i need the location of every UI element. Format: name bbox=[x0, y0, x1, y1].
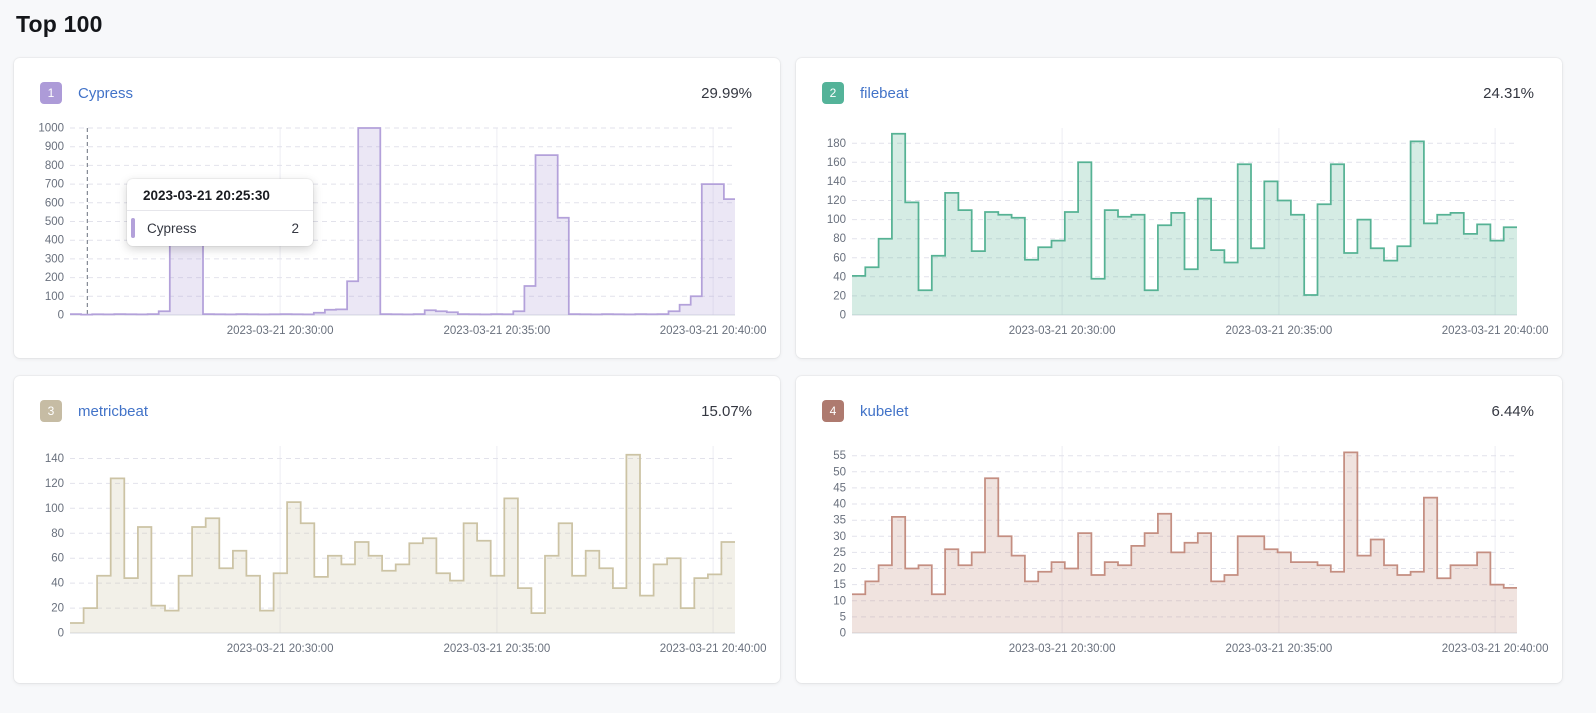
panel-header: 1 Cypress 29.99% bbox=[14, 58, 780, 104]
svg-text:35: 35 bbox=[833, 515, 846, 527]
page-title: Top 100 bbox=[16, 11, 103, 37]
svg-text:45: 45 bbox=[833, 482, 846, 494]
svg-text:10: 10 bbox=[833, 595, 846, 607]
tooltip-series-row: Cypress 2 bbox=[127, 211, 313, 246]
series-color-bar bbox=[131, 218, 135, 238]
svg-text:20: 20 bbox=[833, 563, 846, 575]
panel-header: 4 kubelet 6.44% bbox=[796, 376, 1562, 422]
panel-header: 3 metricbeat 15.07% bbox=[14, 376, 780, 422]
series-link[interactable]: kubelet bbox=[860, 402, 909, 420]
svg-text:700: 700 bbox=[45, 179, 64, 191]
svg-text:25: 25 bbox=[833, 547, 846, 559]
svg-text:15: 15 bbox=[833, 579, 846, 591]
rank-badge: 4 bbox=[822, 400, 844, 422]
series-link[interactable]: Cypress bbox=[78, 84, 134, 102]
area-chart[interactable]: 0 5 10 15 20 25 30 35 40 45 50 55 2023-03-21 20:30:0… bbox=[806, 434, 1556, 666]
svg-text:5: 5 bbox=[840, 611, 846, 623]
svg-text:80: 80 bbox=[833, 233, 846, 245]
rank-badge: 1 bbox=[40, 82, 62, 104]
svg-text:2023-03-21 20:40:00: 2023-03-21 20:40:00 bbox=[660, 325, 767, 337]
svg-text:300: 300 bbox=[45, 253, 64, 265]
panel-grid: 1 Cypress 29.99% 0 100 200 300 400 500 600 700 8… bbox=[0, 38, 1596, 683]
svg-text:600: 600 bbox=[45, 197, 64, 209]
svg-text:500: 500 bbox=[45, 216, 64, 228]
svg-text:2023-03-21 20:35:00: 2023-03-21 20:35:00 bbox=[1226, 325, 1333, 337]
tooltip-timestamp: 2023-03-21 20:25:30 bbox=[127, 179, 313, 211]
svg-text:80: 80 bbox=[51, 528, 64, 540]
svg-text:0: 0 bbox=[58, 628, 64, 640]
svg-text:40: 40 bbox=[833, 499, 846, 511]
svg-text:40: 40 bbox=[833, 271, 846, 283]
panel-filebeat: 2 filebeat 24.31% 0 20 40 60 80 100 120 140 160 1… bbox=[796, 58, 1562, 358]
percent-value: 24.31% bbox=[1483, 84, 1534, 102]
svg-text:2023-03-21 20:40:00: 2023-03-21 20:40:00 bbox=[1442, 643, 1549, 655]
svg-text:100: 100 bbox=[45, 291, 64, 303]
tooltip-series-name: Cypress bbox=[147, 220, 197, 236]
percent-value: 15.07% bbox=[701, 402, 752, 420]
svg-text:100: 100 bbox=[45, 503, 64, 515]
svg-text:120: 120 bbox=[827, 195, 846, 207]
svg-text:50: 50 bbox=[833, 466, 846, 478]
svg-text:120: 120 bbox=[45, 478, 64, 490]
svg-text:2023-03-21 20:40:00: 2023-03-21 20:40:00 bbox=[660, 643, 767, 655]
svg-text:140: 140 bbox=[45, 453, 64, 465]
svg-text:2023-03-21 20:30:00: 2023-03-21 20:30:00 bbox=[1009, 325, 1116, 337]
svg-text:100: 100 bbox=[827, 214, 846, 226]
svg-text:2023-03-21 20:35:00: 2023-03-21 20:35:00 bbox=[1226, 643, 1333, 655]
svg-text:40: 40 bbox=[51, 578, 64, 590]
svg-text:30: 30 bbox=[833, 531, 846, 543]
svg-text:200: 200 bbox=[45, 272, 64, 284]
percent-value: 6.44% bbox=[1491, 402, 1534, 420]
panel-metricbeat: 3 metricbeat 15.07% 0 20 40 60 80 100 120 140 20… bbox=[14, 376, 780, 683]
svg-text:2023-03-21 20:35:00: 2023-03-21 20:35:00 bbox=[444, 643, 551, 655]
svg-text:2023-03-21 20:35:00: 2023-03-21 20:35:00 bbox=[444, 325, 551, 337]
svg-text:180: 180 bbox=[827, 138, 846, 150]
svg-text:900: 900 bbox=[45, 141, 64, 153]
svg-text:140: 140 bbox=[827, 176, 846, 188]
rank-badge: 3 bbox=[40, 400, 62, 422]
percent-value: 29.99% bbox=[701, 84, 752, 102]
svg-text:800: 800 bbox=[45, 160, 64, 172]
svg-text:0: 0 bbox=[840, 310, 846, 322]
area-chart[interactable]: 0 20 40 60 80 100 120 140 160 180 2023-03-21 20:30… bbox=[806, 116, 1556, 348]
svg-text:60: 60 bbox=[833, 252, 846, 264]
svg-text:0: 0 bbox=[840, 628, 846, 640]
tooltip-value: 2 bbox=[291, 220, 299, 236]
svg-text:2023-03-21 20:30:00: 2023-03-21 20:30:00 bbox=[227, 643, 334, 655]
panel-cypress: 1 Cypress 29.99% 0 100 200 300 400 500 600 700 8… bbox=[14, 58, 780, 358]
svg-text:2023-03-21 20:30:00: 2023-03-21 20:30:00 bbox=[1009, 643, 1116, 655]
svg-text:2023-03-21 20:40:00: 2023-03-21 20:40:00 bbox=[1442, 325, 1549, 337]
chart-tooltip: 2023-03-21 20:25:30 Cypress 2 bbox=[127, 179, 313, 246]
panel-header: 2 filebeat 24.31% bbox=[796, 58, 1562, 104]
panel-kubelet: 4 kubelet 6.44% 0 5 10 15 20 25 30 35 40 45 50 55 20… bbox=[796, 376, 1562, 683]
svg-text:55: 55 bbox=[833, 450, 846, 462]
svg-text:20: 20 bbox=[51, 603, 64, 615]
svg-text:20: 20 bbox=[833, 290, 846, 302]
svg-text:2023-03-21 20:30:00: 2023-03-21 20:30:00 bbox=[227, 325, 334, 337]
rank-badge: 2 bbox=[822, 82, 844, 104]
svg-text:1000: 1000 bbox=[38, 123, 64, 135]
svg-text:160: 160 bbox=[827, 157, 846, 169]
series-link[interactable]: filebeat bbox=[860, 84, 909, 102]
svg-text:400: 400 bbox=[45, 235, 64, 247]
area-chart[interactable]: 0 20 40 60 80 100 120 140 2023-03-21 20:30:00 202… bbox=[24, 434, 774, 666]
series-link[interactable]: metricbeat bbox=[78, 402, 149, 420]
svg-text:60: 60 bbox=[51, 553, 64, 565]
svg-text:0: 0 bbox=[58, 310, 64, 322]
